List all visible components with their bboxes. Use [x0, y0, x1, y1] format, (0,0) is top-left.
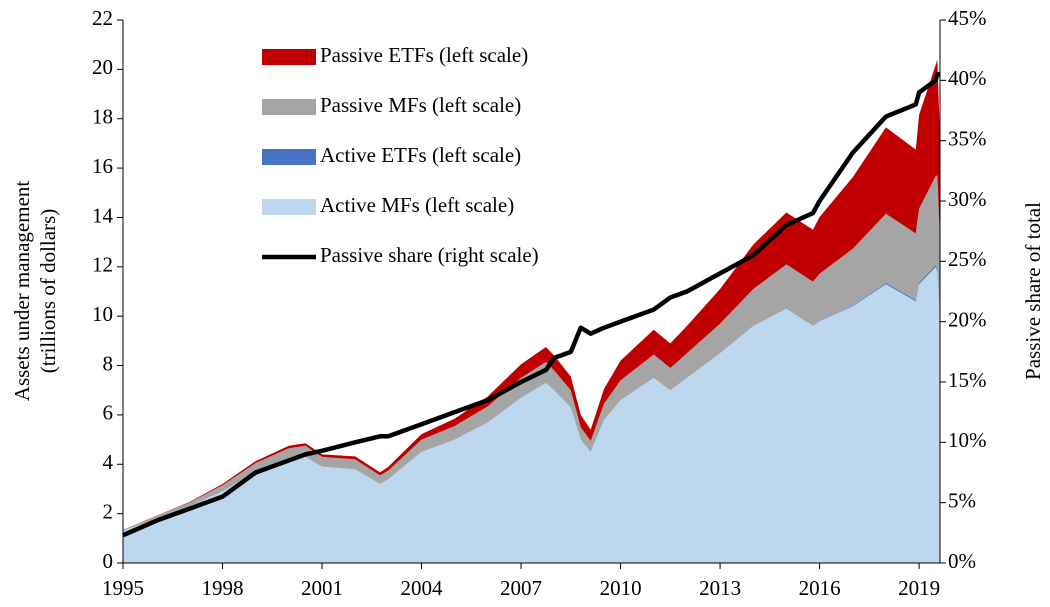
line	[122, 72, 940, 538]
x-tick-label: 2007	[500, 576, 542, 600]
y-tick-label: 10	[92, 302, 113, 326]
y2-tick-label: 45%	[948, 6, 987, 30]
legend-swatch	[262, 149, 316, 165]
y-tick-label: 8	[103, 351, 114, 375]
y-tick-label: 12	[92, 253, 113, 277]
y-axis-title: (trillions of dollars)	[36, 209, 60, 373]
legend-label: Passive ETFs (left scale)	[320, 43, 528, 67]
area	[123, 175, 940, 531]
x-tick-label: 2016	[799, 576, 841, 600]
x-tick-label: 1995	[102, 576, 144, 600]
legend-label: Passive MFs (left scale)	[320, 93, 521, 117]
area	[123, 266, 940, 563]
legend-label: Active MFs (left scale)	[320, 193, 514, 217]
y2-axis-title: Passive share of total	[1021, 202, 1045, 380]
x-tick-label: 2010	[600, 576, 642, 600]
y2-tick-label: 35%	[948, 126, 987, 150]
y2-tick-label: 0%	[948, 549, 976, 573]
y-tick-label: 2	[103, 499, 114, 523]
x-tick-label: 2013	[699, 576, 741, 600]
y-tick-label: 18	[92, 105, 113, 129]
legend-swatch	[262, 49, 316, 65]
y2-tick-label: 20%	[948, 307, 987, 331]
y-axis-title: Assets under management	[10, 181, 34, 402]
legend-label: Passive share (right scale)	[320, 243, 539, 267]
legend-swatch	[262, 99, 316, 115]
legend-swatch	[262, 199, 316, 215]
y-tick-label: 0	[103, 549, 114, 573]
y-tick-label: 4	[103, 450, 114, 474]
legend-label: Active ETFs (left scale)	[320, 143, 521, 167]
x-tick-label: 2004	[401, 576, 444, 600]
y-label-group: Assets under management (trillions of do…	[10, 181, 60, 402]
y2-tick-label: 30%	[948, 187, 987, 211]
y2-tick-label: 40%	[948, 66, 987, 90]
y-tick-label: 14	[92, 203, 114, 227]
x-tick-label: 2019	[898, 576, 940, 600]
x-tick-label: 2001	[301, 576, 343, 600]
y-tick-label: 20	[92, 55, 113, 79]
y2-tick-label: 10%	[948, 428, 987, 452]
y-tick-label: 16	[92, 154, 113, 178]
y2-tick-label: 15%	[948, 368, 987, 392]
y-tick-label: 22	[92, 6, 113, 30]
y2-tick-label: 25%	[948, 247, 987, 271]
x-tick-label: 1998	[202, 576, 244, 600]
y-tick-label: 6	[103, 401, 114, 425]
y2-tick-label: 5%	[948, 488, 976, 512]
